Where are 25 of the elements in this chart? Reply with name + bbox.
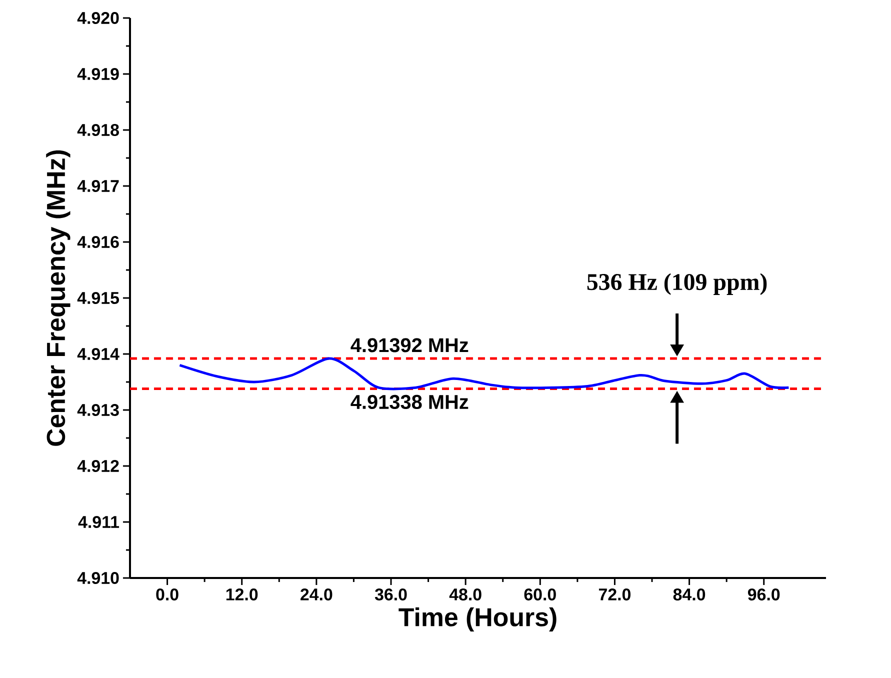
x-tick-label: 12.0 (226, 588, 258, 600)
annotation: 536 Hz (109 ppm) (587, 273, 767, 295)
ref-line-label: 4.91392 MHz (350, 338, 468, 352)
y-tick-label: 4.911 (78, 516, 120, 528)
x-axis-title: Time (Hours) (398, 607, 556, 632)
y-tick-label: 4.916 (77, 236, 119, 248)
y-tick-label: 4.915 (77, 292, 120, 304)
x-tick-label: 72.0 (598, 588, 630, 600)
x-tick-label: 36.0 (374, 588, 407, 600)
y-tick-label: 4.919 (77, 68, 119, 80)
x-tick-label: 60.0 (524, 588, 556, 600)
x-tick-label: 96.0 (748, 588, 780, 600)
x-tick-label: 0.0 (156, 588, 178, 600)
x-tick-label: 48.0 (449, 588, 482, 600)
ref-line-label: 4.91338 MHz (350, 394, 468, 410)
x-tick-label: 84.0 (673, 588, 706, 600)
y-tick-label: 4.914 (77, 348, 120, 360)
y-tick-label: 4.913 (77, 404, 119, 416)
y-tick-label: 4.910 (77, 572, 119, 584)
x-tick-label: 24.0 (300, 588, 332, 600)
y-tick-label: 4.917 (77, 180, 119, 192)
y-tick-label: 4.918 (77, 124, 119, 136)
y-tick-label: 4.912 (77, 460, 119, 472)
y-tick-label: 4.920 (77, 12, 119, 24)
y-axis-title: Center Frequency (MHz) (46, 150, 70, 446)
